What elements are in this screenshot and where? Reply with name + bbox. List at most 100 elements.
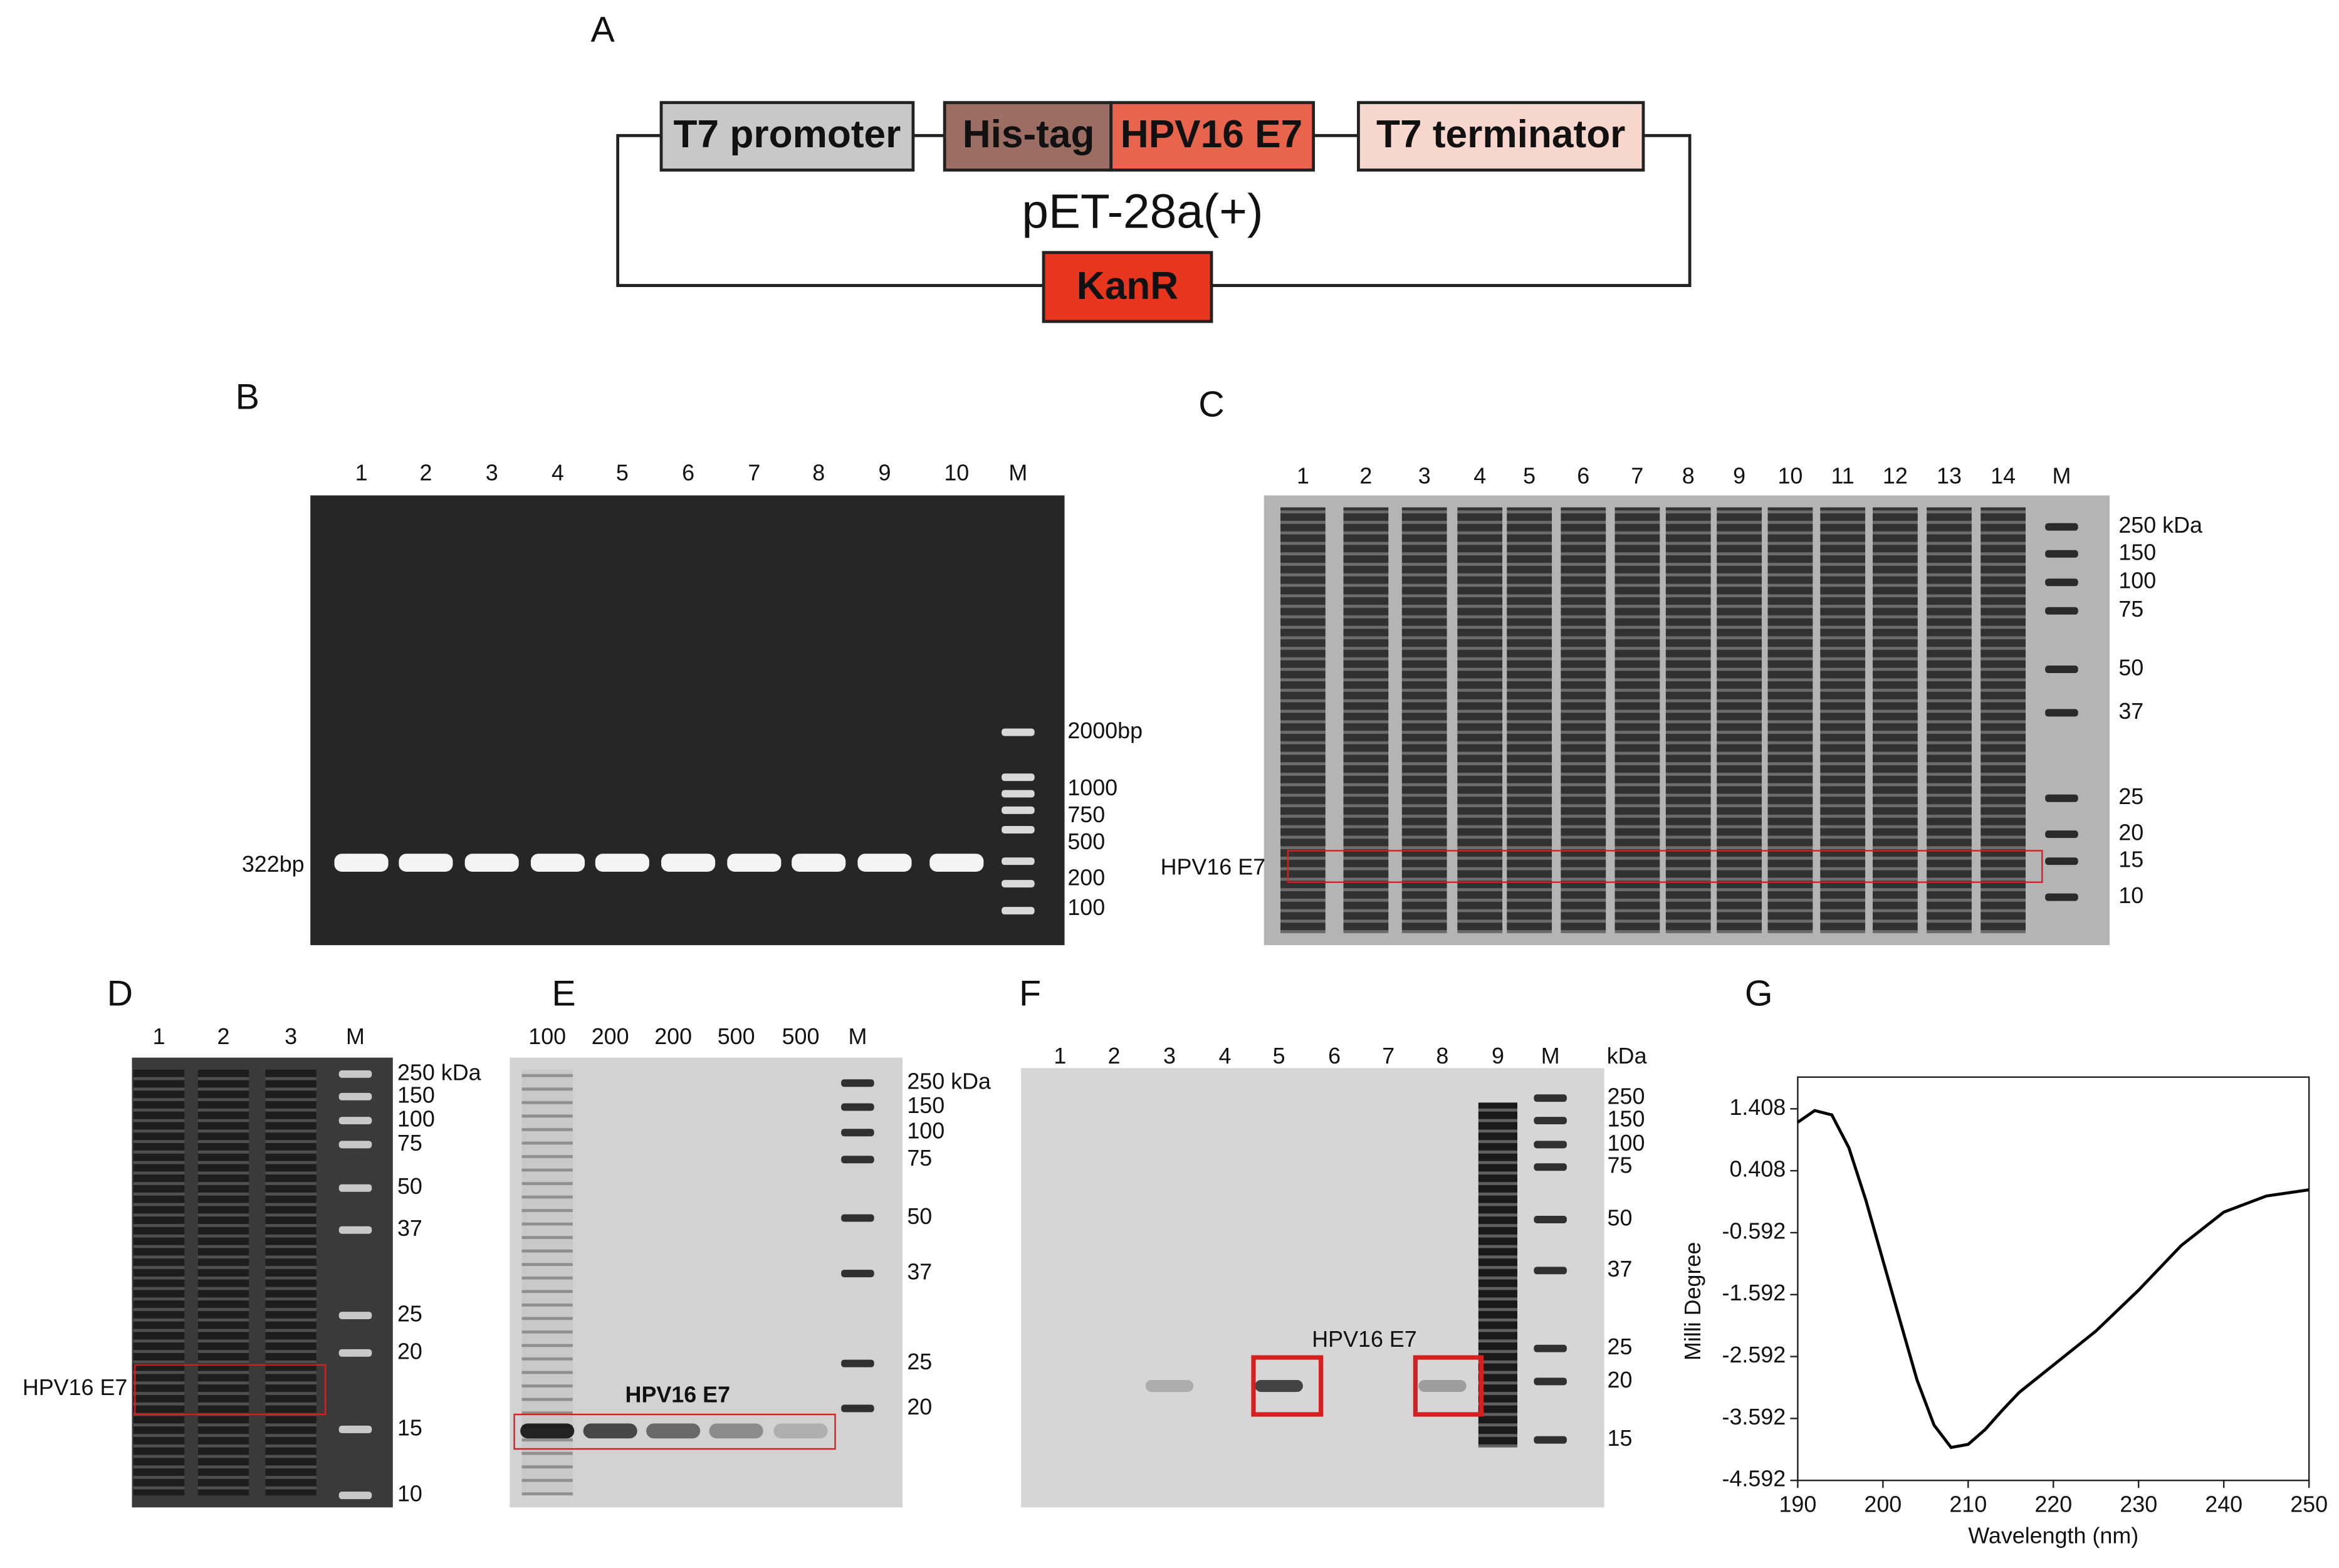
lane-smear bbox=[1717, 507, 1762, 934]
ladder-band bbox=[841, 1129, 874, 1137]
band bbox=[929, 854, 984, 872]
ladder-band bbox=[338, 1226, 372, 1234]
lane-smear bbox=[1927, 507, 1972, 934]
panel-letter: B bbox=[236, 377, 259, 417]
lane-label: 6 bbox=[1577, 463, 1589, 488]
lane-label: 14 bbox=[1991, 463, 2016, 488]
ladder-band bbox=[1534, 1141, 1567, 1149]
band bbox=[646, 1423, 701, 1439]
lane-smear bbox=[1872, 507, 1918, 934]
ladder-band bbox=[1002, 857, 1035, 865]
ladder-band bbox=[841, 1270, 874, 1278]
lane-label: 8 bbox=[1682, 463, 1695, 488]
marker-label: 75 bbox=[397, 1131, 422, 1156]
ladder-band bbox=[1534, 1163, 1567, 1171]
panel-letter: G bbox=[1745, 974, 1773, 1014]
lane-label: M bbox=[848, 1024, 867, 1049]
marker-label: 200 bbox=[1067, 865, 1105, 890]
ladder-band bbox=[841, 1359, 874, 1367]
lane-label: 200 bbox=[592, 1024, 629, 1049]
ladder-band bbox=[841, 1103, 874, 1111]
lane-label: 1 bbox=[153, 1024, 165, 1049]
lane-label: 7 bbox=[1631, 463, 1643, 488]
panel-letter: A bbox=[591, 9, 615, 50]
part-label: HPV16 E7 bbox=[1121, 113, 1302, 156]
lane-label: 1 bbox=[355, 460, 368, 485]
marker-label: 20 bbox=[397, 1339, 422, 1364]
part-box bbox=[1109, 101, 1316, 172]
lane-label: 2 bbox=[1108, 1043, 1121, 1069]
part-box bbox=[943, 101, 1113, 172]
marker-label: 250 kDa bbox=[397, 1060, 481, 1085]
y-axis-label: Milli Degree bbox=[1680, 1242, 1705, 1361]
cd-curve bbox=[1797, 1109, 2310, 1450]
ladder-band bbox=[338, 1349, 372, 1357]
backbone-line bbox=[1211, 133, 1692, 287]
panel-letter: F bbox=[1019, 974, 1041, 1014]
lane-smear bbox=[1614, 507, 1660, 934]
lane-label: M bbox=[1008, 460, 1027, 485]
lane-smear bbox=[197, 1069, 249, 1496]
lane-label: 11 bbox=[1831, 463, 1855, 488]
marker-label: 500 bbox=[1067, 829, 1105, 854]
lane-label: 6 bbox=[1328, 1043, 1341, 1069]
band-label: HPV16 E7 bbox=[1312, 1327, 1417, 1352]
marker-label: 37 bbox=[397, 1216, 422, 1241]
part-box bbox=[659, 101, 915, 172]
y-tick-label: -4.592 bbox=[1722, 1466, 1786, 1492]
band bbox=[464, 854, 519, 872]
lane-label: 4 bbox=[1219, 1043, 1232, 1069]
lane-label: 3 bbox=[1418, 463, 1431, 488]
x-tick-label: 210 bbox=[1949, 1492, 1987, 1517]
ladder-band bbox=[1002, 825, 1035, 834]
band-label: HPV16 E7 bbox=[23, 1375, 128, 1400]
marker-label: 50 bbox=[907, 1204, 932, 1229]
band bbox=[520, 1423, 575, 1439]
highlight-box bbox=[1413, 1355, 1484, 1417]
lane-label: M bbox=[346, 1024, 365, 1049]
lane-label: 8 bbox=[812, 460, 825, 485]
lane-smear bbox=[1820, 507, 1866, 934]
band bbox=[595, 854, 649, 872]
ladder-band bbox=[1534, 1436, 1567, 1444]
band bbox=[727, 854, 782, 872]
lane-label: 6 bbox=[682, 460, 694, 485]
ladder-band bbox=[841, 1404, 874, 1413]
x-tick-label: 250 bbox=[2290, 1492, 2328, 1517]
lane-smear bbox=[1343, 507, 1389, 934]
band bbox=[1145, 1379, 1194, 1393]
ladder-band bbox=[338, 1141, 372, 1149]
ladder-band bbox=[841, 1156, 874, 1164]
part-label: His-tag bbox=[963, 113, 1095, 156]
lane-smear bbox=[1767, 507, 1813, 934]
x-axis-label: Wavelength (nm) bbox=[1968, 1524, 2138, 1549]
marker-label: 100 bbox=[907, 1119, 944, 1144]
highlight-box bbox=[1251, 1355, 1324, 1417]
band bbox=[530, 854, 585, 872]
band-label: 322bp bbox=[242, 852, 305, 877]
marker-label: 25 bbox=[907, 1349, 932, 1374]
marker-label: 37 bbox=[907, 1260, 932, 1285]
ladder-band bbox=[2045, 578, 2078, 587]
ladder-band bbox=[338, 1425, 372, 1433]
ladder-band bbox=[2045, 550, 2078, 558]
highlight-box bbox=[134, 1364, 327, 1416]
panel-letter: E bbox=[552, 974, 575, 1014]
marker-label: 100 bbox=[1608, 1131, 1645, 1156]
ladder-band bbox=[1534, 1094, 1567, 1102]
y-tick-label: -2.592 bbox=[1722, 1342, 1786, 1367]
band bbox=[399, 854, 453, 872]
ladder-band bbox=[1534, 1344, 1567, 1352]
band bbox=[583, 1423, 637, 1439]
ladder-band bbox=[2045, 666, 2078, 673]
panel-letter: D bbox=[107, 974, 133, 1014]
part-box bbox=[1357, 101, 1645, 172]
band bbox=[709, 1423, 763, 1439]
marker-label: 250 bbox=[1608, 1084, 1645, 1109]
x-tick-label: 230 bbox=[2120, 1492, 2157, 1517]
plot-frame bbox=[1797, 1076, 2310, 1482]
ladder-band bbox=[2045, 893, 2078, 901]
marker-label: 100 bbox=[397, 1107, 435, 1132]
ladder-band bbox=[1002, 880, 1035, 888]
